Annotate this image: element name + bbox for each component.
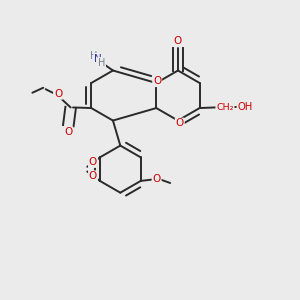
Text: O: O <box>153 76 161 86</box>
Text: CH₂: CH₂ <box>216 103 234 112</box>
Text: H: H <box>98 58 105 68</box>
Text: OH: OH <box>237 102 253 112</box>
Text: O: O <box>89 157 97 167</box>
Text: O: O <box>174 36 182 46</box>
Text: O: O <box>64 127 72 137</box>
Text: O: O <box>176 118 184 128</box>
Text: H: H <box>90 51 98 62</box>
Text: O: O <box>54 89 62 99</box>
Text: O: O <box>89 171 97 181</box>
Text: O: O <box>152 174 161 184</box>
Text: N: N <box>94 54 102 64</box>
